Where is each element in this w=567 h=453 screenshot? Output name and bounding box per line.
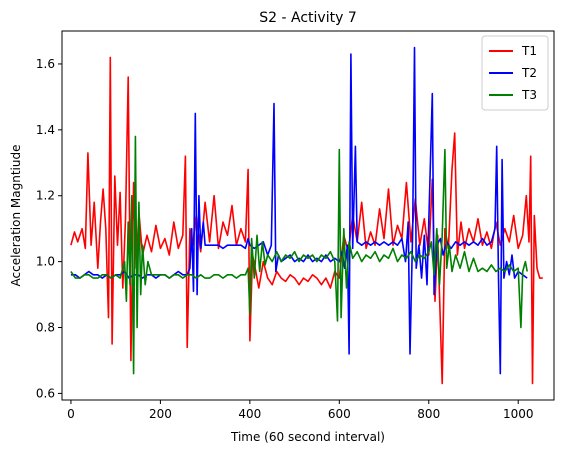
legend-label-t1: T1 xyxy=(521,44,537,58)
x-tick-label: 1000 xyxy=(503,407,534,421)
chart-title: S2 - Activity 7 xyxy=(259,10,356,26)
series-lines xyxy=(70,46,543,385)
plot-frame xyxy=(61,30,555,401)
legend-box xyxy=(481,35,549,111)
x-tick-label: 600 xyxy=(328,407,351,421)
y-axis-label: Acceleration Magntiude xyxy=(9,145,23,287)
y-tick-label: 1.2 xyxy=(36,189,55,203)
series-line-t1 xyxy=(70,56,543,385)
legend-label-t3: T3 xyxy=(521,88,537,102)
x-tick-label: 0 xyxy=(67,407,75,421)
x-tick-label: 400 xyxy=(238,407,261,421)
y-axis: 0.6 0.8 1.0 1.2 1.4 1.6 xyxy=(36,57,62,400)
y-tick-label: 0.6 xyxy=(36,386,55,400)
x-axis-label: Time (60 second interval) xyxy=(230,430,385,444)
y-tick-label: 1.4 xyxy=(36,123,55,137)
legend-label-t2: T2 xyxy=(521,66,537,80)
y-tick-label: 1.6 xyxy=(36,57,55,71)
x-tick-label: 800 xyxy=(417,407,440,421)
x-tick-label: 200 xyxy=(149,407,172,421)
legend: T1 T2 T3 xyxy=(481,35,549,111)
series-line-t3 xyxy=(70,135,528,375)
y-tick-label: 1.0 xyxy=(36,255,55,269)
y-tick-label: 0.8 xyxy=(36,321,55,335)
x-axis: 0 200 400 600 800 1000 xyxy=(67,400,533,421)
